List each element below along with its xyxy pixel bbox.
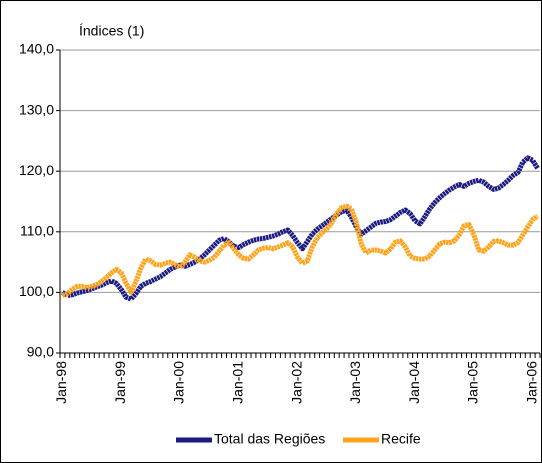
series-line	[61, 203, 540, 298]
x-tick-label: Jan-01	[229, 361, 245, 404]
y-tick-label: 90,0	[27, 344, 54, 360]
x-tick-label: Jan-00	[171, 361, 187, 404]
y-tick-label: 100,0	[19, 283, 54, 299]
y-tick-label: 110,0	[20, 223, 54, 239]
legend-label: Total das Regiões	[214, 431, 325, 447]
x-tick-label: Jan-99	[112, 361, 128, 404]
chart-title: Índices (1)	[79, 23, 144, 39]
x-tick-label: Jan-04	[406, 361, 422, 404]
x-tick-label: Jan-03	[347, 361, 363, 404]
y-tick-label: 120,0	[19, 162, 54, 178]
x-tick-label: Jan-05	[465, 361, 481, 404]
legend-label: Recife	[381, 431, 421, 447]
x-tick-label: Jan-06	[523, 361, 539, 404]
x-tick-label: Jan-98	[53, 361, 69, 404]
y-tick-label: 140,0	[19, 41, 54, 57]
x-tick-label: Jan-02	[288, 361, 304, 404]
series-line	[61, 155, 540, 302]
y-tick-label: 130,0	[19, 101, 54, 117]
